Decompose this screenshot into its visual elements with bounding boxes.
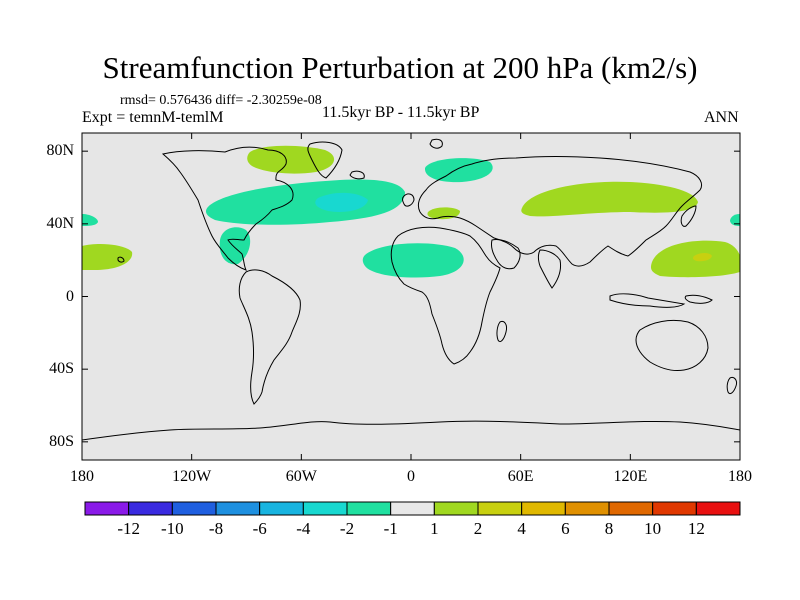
coastline-australia xyxy=(635,319,709,371)
lat-tick-label: 80N xyxy=(46,142,74,160)
coastline-south-america xyxy=(238,269,301,405)
colorbar xyxy=(84,501,741,516)
lon-tick-label: 180 xyxy=(728,468,752,485)
colorbar-label: 8 xyxy=(604,519,614,538)
colorbar-swatch xyxy=(346,501,392,516)
lon-tick-label: 180 xyxy=(70,468,94,485)
anomaly-north-africa-negative xyxy=(362,243,464,278)
colorbar-swatch xyxy=(564,501,610,516)
anomaly-canada-positive xyxy=(247,145,335,174)
coastline-new-guinea xyxy=(684,294,713,304)
lat-tick-label: 80S xyxy=(49,432,74,450)
anomaly-scandinavia-negative xyxy=(424,158,493,183)
coastline-japan xyxy=(680,205,697,227)
stats-text: rmsd= 0.576436 diff= -2.30259e-08 xyxy=(120,93,322,108)
coastline-british-isles xyxy=(402,193,415,207)
anomaly-field xyxy=(82,145,740,278)
colorbar-swatch xyxy=(652,501,697,516)
colorbar-label: -4 xyxy=(296,519,311,538)
colorbar-label: -10 xyxy=(160,519,184,538)
period-text: 11.5kyr BP - 11.5kyr BP xyxy=(322,104,480,121)
colorbar-swatch xyxy=(128,501,173,516)
colorbar-swatch xyxy=(433,501,479,516)
colorbar-label: 4 xyxy=(517,519,526,538)
coastline-madagascar xyxy=(496,321,507,343)
colorbar-swatch xyxy=(521,501,566,516)
colorbar-label: 10 xyxy=(644,519,662,538)
colorbar-swatch xyxy=(215,501,261,516)
colorbar-swatch xyxy=(695,501,741,516)
anomaly-north-atlantic-core xyxy=(315,192,368,212)
coastline-arabia xyxy=(491,239,521,270)
lat-tick-label: 0 xyxy=(66,287,74,305)
lon-tick-label: 120W xyxy=(172,468,212,485)
lon-tick-label: 60E xyxy=(507,468,534,485)
axis-ticks xyxy=(81,133,741,460)
map-title: Streamfunction Perturbation at 200 hPa (… xyxy=(102,50,698,85)
coastline-antarctica xyxy=(82,420,740,441)
colorbar-label: -1 xyxy=(383,519,398,538)
anomaly-west-pacific-edge-negative xyxy=(82,214,98,226)
lat-tick-label: 40N xyxy=(46,214,74,232)
coastline-eurasia xyxy=(417,156,703,267)
coastline-india xyxy=(538,249,561,289)
coastline-africa xyxy=(390,226,501,365)
coastline-north-america xyxy=(161,146,294,271)
coastline-indonesia xyxy=(609,293,686,308)
lon-tick-label: 0 xyxy=(407,468,415,485)
colorbar-swatch xyxy=(259,501,304,516)
lat-tick-label: 40S xyxy=(49,360,74,378)
colorbar-label: -2 xyxy=(339,519,355,538)
colorbar-swatch xyxy=(84,501,130,516)
coastline-new-zealand xyxy=(726,377,737,395)
anomaly-west-pacific-core xyxy=(693,253,712,262)
colorbar-label: -8 xyxy=(208,519,224,538)
colorbar-label: 2 xyxy=(473,519,483,538)
colorbar-swatch xyxy=(477,501,523,516)
anomaly-hawaii-positive xyxy=(82,244,133,270)
anomaly-north-atlantic-negative xyxy=(205,179,405,225)
coastline-greenland xyxy=(307,141,343,179)
colorbar-swatch xyxy=(390,501,435,516)
anomaly-central-asia-positive xyxy=(521,181,698,217)
colorbar-label: -6 xyxy=(252,519,267,538)
colorbar-swatch xyxy=(608,501,654,516)
lon-tick-label: 120E xyxy=(613,468,648,485)
colorbar-swatch xyxy=(302,501,348,516)
colorbar-label: 6 xyxy=(561,519,570,538)
coastline-svalbard xyxy=(429,138,443,149)
experiment-text: Expt = temnM-temlM xyxy=(82,109,224,126)
colorbar-label: 12 xyxy=(687,519,705,538)
lon-tick-label: 60W xyxy=(285,468,317,485)
coastline-hawaii xyxy=(117,256,125,263)
coastline-iceland xyxy=(349,170,365,180)
colorbar-label: 1 xyxy=(430,519,439,538)
season-text: ANN xyxy=(704,109,739,126)
colorbar-swatch xyxy=(171,501,217,516)
colorbar-label: -12 xyxy=(117,519,140,538)
anomaly-east-pacific-edge-negative xyxy=(730,214,740,226)
coastlines xyxy=(82,138,740,441)
